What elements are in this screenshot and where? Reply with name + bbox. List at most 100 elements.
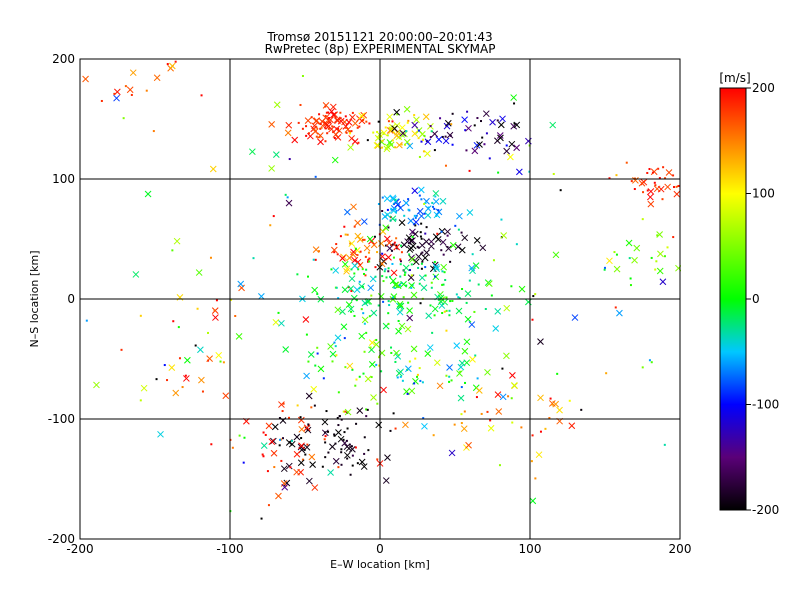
data-point-dot — [310, 116, 313, 119]
data-point-cross — [460, 425, 468, 433]
data-point-cross — [386, 127, 394, 134]
data-point-cross — [421, 254, 429, 262]
data-point-cross — [385, 254, 392, 261]
data-point-cross — [311, 128, 319, 135]
data-point-dot — [330, 268, 333, 271]
data-point-dot — [381, 252, 384, 255]
data-point-dot — [625, 161, 628, 164]
data-point-cross — [384, 454, 391, 461]
data-point-dot — [350, 445, 353, 448]
data-point-dot — [441, 135, 444, 138]
data-point-cross — [377, 240, 385, 247]
data-point-dot — [672, 186, 675, 189]
data-point-dot — [419, 235, 422, 238]
data-point-dot — [344, 115, 347, 118]
data-point-dot — [399, 263, 402, 266]
data-point-dot — [392, 202, 395, 205]
data-point-dot — [630, 180, 633, 183]
data-point-cross — [411, 121, 419, 129]
data-point-cross — [350, 248, 357, 256]
data-point-cross — [272, 318, 280, 326]
data-point-dot — [605, 372, 608, 375]
data-point-dot — [350, 290, 353, 293]
data-point-dot — [337, 297, 340, 300]
data-point-dot — [534, 477, 537, 480]
data-point-cross — [370, 241, 378, 249]
data-point-cross — [444, 228, 451, 236]
data-point-dot — [307, 423, 310, 426]
data-point-dot — [449, 260, 452, 263]
data-point-cross — [183, 375, 190, 382]
data-point-dot — [633, 188, 636, 191]
data-point-cross — [317, 138, 324, 146]
data-point-cross — [518, 285, 526, 293]
data-point-dot — [424, 266, 427, 269]
data-point-cross — [366, 235, 374, 243]
data-point-dot — [178, 357, 181, 360]
data-point-dot — [442, 283, 445, 286]
data-point-cross — [370, 309, 378, 317]
data-point-cross — [304, 426, 312, 434]
data-point-cross — [370, 394, 377, 401]
data-point-cross — [453, 342, 461, 349]
colorbar-tick-label: 200 — [752, 81, 775, 95]
data-point-dot — [166, 63, 169, 66]
data-point-cross — [568, 422, 576, 430]
data-point-dot — [307, 360, 310, 363]
data-point-dot — [457, 228, 460, 231]
data-point-dot — [252, 257, 255, 260]
data-point-cross — [364, 375, 372, 383]
data-point-cross — [444, 119, 452, 127]
data-point-dot — [278, 417, 281, 420]
data-point-dot — [351, 464, 354, 467]
data-point-dot — [394, 360, 397, 363]
data-point-dot — [368, 257, 371, 260]
data-point-dot — [654, 184, 657, 187]
data-point-dot — [365, 331, 368, 334]
data-point-dot — [367, 449, 370, 452]
data-point-dot — [422, 150, 425, 153]
data-point-dot — [339, 111, 342, 114]
data-point-cross — [297, 416, 305, 424]
data-point-dot — [466, 110, 469, 113]
data-point-cross — [571, 314, 579, 321]
data-point-dot — [316, 352, 319, 355]
data-point-dot — [368, 260, 371, 263]
data-point-cross — [442, 137, 450, 145]
data-point-dot — [484, 307, 487, 310]
data-point-dot — [361, 238, 364, 241]
data-point-cross — [132, 271, 140, 278]
data-point-dot — [387, 120, 390, 123]
data-point-dot — [419, 379, 422, 382]
data-point-cross — [291, 136, 299, 144]
data-point-dot — [300, 437, 303, 440]
data-point-dot — [399, 260, 402, 263]
data-point-dot — [324, 441, 327, 444]
data-point-cross — [675, 264, 681, 272]
data-point-dot — [353, 225, 356, 228]
data-point-dot — [410, 263, 413, 266]
data-point-cross — [379, 228, 387, 235]
data-point-dot — [357, 141, 360, 144]
data-point-dot — [475, 396, 478, 399]
data-point-dot — [331, 125, 334, 128]
data-point-dot — [423, 134, 426, 137]
data-point-dot — [363, 350, 366, 353]
data-point-cross — [431, 305, 439, 313]
data-point-dot — [306, 443, 309, 446]
data-point-cross — [396, 308, 404, 316]
data-point-cross — [632, 177, 639, 184]
data-point-cross — [431, 261, 439, 269]
data-point-dot — [510, 397, 513, 400]
data-point-dot — [528, 170, 531, 173]
data-point-dot — [317, 250, 320, 253]
data-point-dot — [399, 137, 402, 140]
data-point-cross — [448, 449, 456, 457]
data-point-dot — [365, 120, 368, 123]
data-point-dot — [384, 268, 387, 271]
data-point-cross — [368, 361, 376, 368]
data-point-dot — [392, 412, 395, 415]
data-point-cross — [503, 304, 511, 312]
data-point-cross — [375, 421, 383, 429]
data-point-dot — [489, 419, 492, 422]
